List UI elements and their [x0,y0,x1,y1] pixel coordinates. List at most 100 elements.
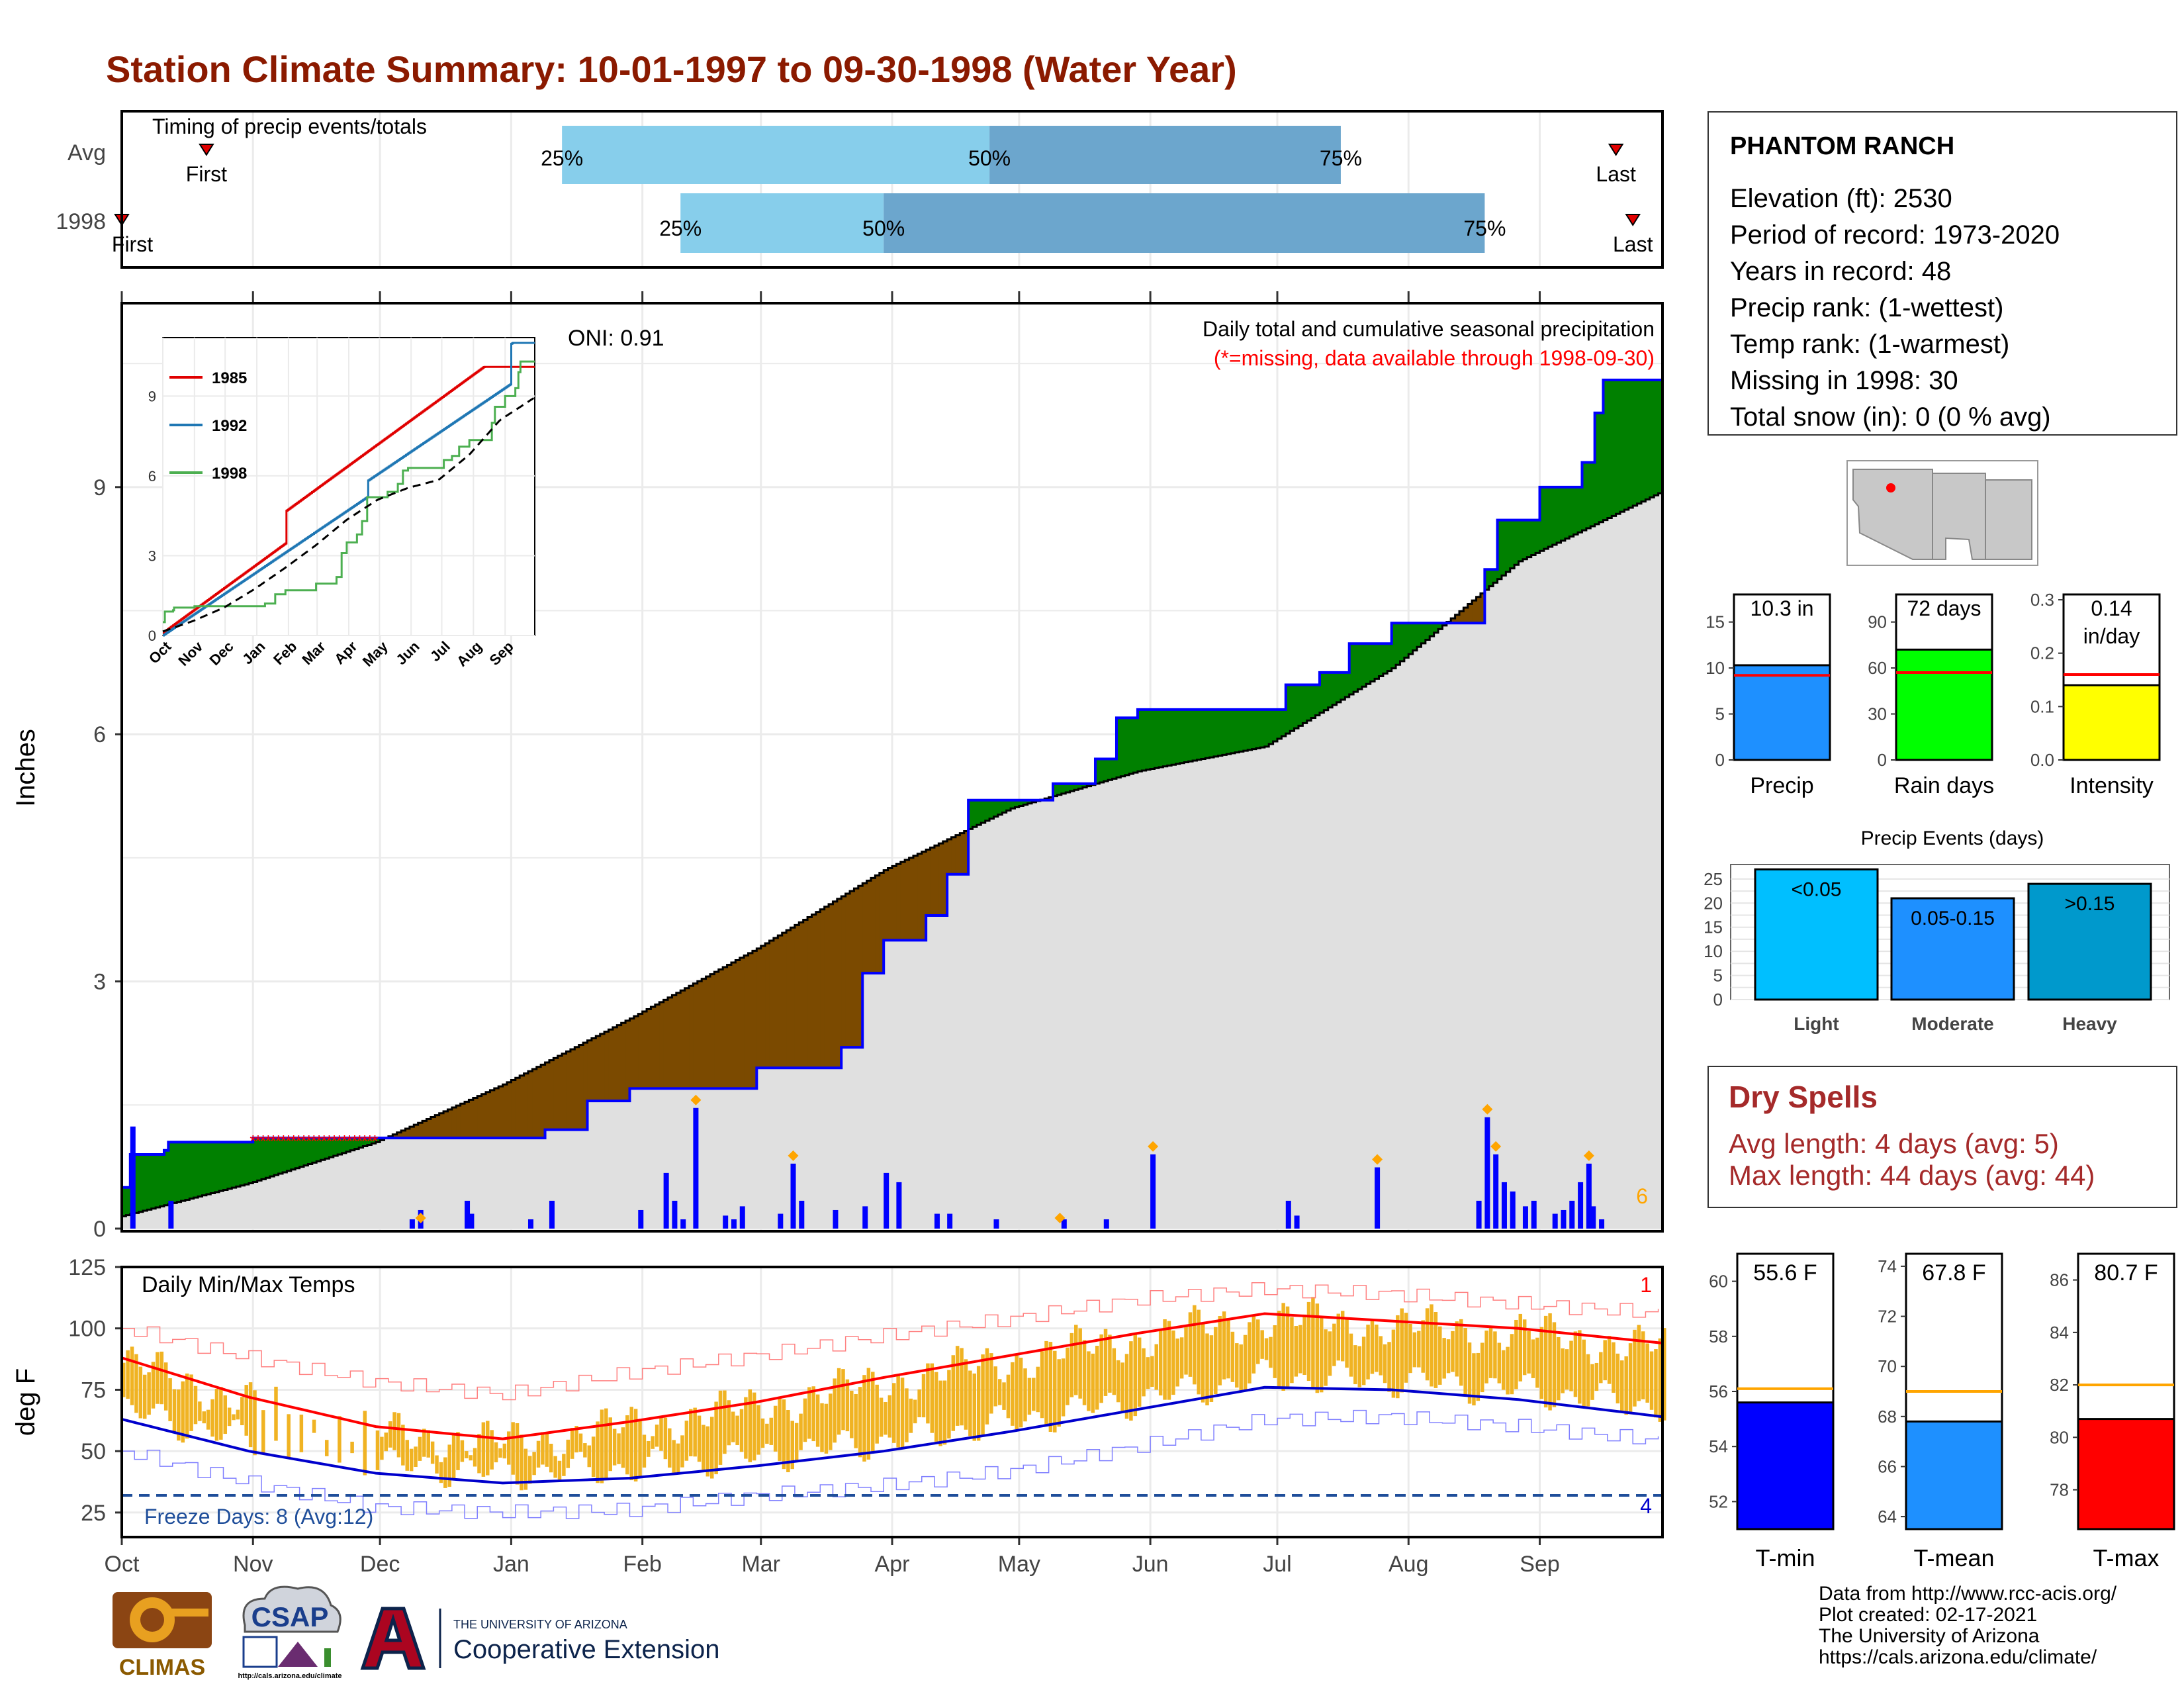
daily-precip-bar [1586,1163,1592,1229]
below-normal-fill [1480,593,1485,624]
above-normal-fill [1349,643,1354,695]
daily-temp-bar [1129,1341,1133,1421]
above-normal-fill [1391,623,1396,669]
daily-temp-bar [1582,1339,1586,1408]
daily-temp-bar [189,1374,193,1431]
daily-temp-bar [1179,1337,1184,1379]
daily-temp-bar [989,1353,993,1414]
daily-temp-bar [752,1392,756,1461]
below-normal-fill [1459,611,1465,624]
daily-temp-bar [1099,1334,1103,1403]
temp-bar-ytick-label: 66 [1878,1456,1897,1476]
summary-ytick-label: 10 [1706,658,1725,678]
daily-temp-bar [1260,1330,1264,1359]
daily-temp-bar [815,1394,820,1447]
daily-temp-bar [790,1421,795,1470]
daily-temp-bar [1349,1333,1353,1377]
daily-temp-bar [380,1436,384,1460]
above-normal-fill [1506,520,1511,573]
daily-temp-bar [1091,1353,1095,1413]
below-normal-fill [523,1073,529,1139]
daily-precip-bar [168,1200,174,1229]
above-normal-fill [1214,709,1219,757]
above-normal-fill [1095,759,1100,784]
above-normal-fill [1256,709,1261,749]
below-normal-fill [955,835,960,874]
normal-cumulative-line [122,491,1664,1217]
quartile-25-label: 25% [541,146,583,170]
daily-temp-bar [680,1435,684,1468]
daily-temp-bar [591,1436,596,1477]
above-normal-fill [1387,643,1392,671]
timing-label: Timing of precip events/totals [152,115,427,138]
missing-data-marker: * [250,1131,256,1151]
above-normal-fill [1624,380,1629,510]
below-normal-fill [527,1071,533,1139]
month-xtick-label: Apr [875,1552,910,1577]
precip-ytick-label: 9 [93,475,106,500]
daily-temp-bar [494,1442,498,1463]
daily-temp-bar [684,1421,689,1461]
precip-ytick-label: 0 [93,1217,106,1238]
daily-temp-bar [1446,1339,1451,1374]
above-normal-fill [1620,380,1625,512]
daily-temp-bar [1451,1331,1455,1372]
below-normal-fill [460,1103,465,1139]
daily-temp-bar [1573,1331,1578,1397]
above-normal-fill [1015,800,1020,808]
precip-events-title: Precip Events (days) [1861,827,2044,849]
daily-temp-bar [1048,1342,1053,1432]
daily-temp-bar [854,1393,858,1448]
inset-ytick-label: 3 [148,547,156,564]
daily-temp-bar [562,1454,566,1476]
daily-temp-bar [1328,1331,1332,1376]
above-normal-fill [1645,380,1651,500]
daily-temp-bar [1561,1348,1565,1393]
daily-temp-bar [261,1410,265,1454]
daily-temp-bar [829,1393,833,1450]
daily-temp-bar [426,1430,430,1458]
below-normal-fill [824,906,829,1068]
below-normal-fill [1455,614,1460,624]
quartile-50-label: 50% [968,146,1011,170]
above-normal-fill [1531,520,1536,555]
station-elevation: Elevation (ft): 2530 [1730,184,1952,213]
daily-temp-bar [693,1407,697,1457]
above-normal-fill [1433,623,1439,633]
above-normal-fill [1370,643,1375,682]
temp-bar-ytick-label: 84 [2050,1323,2069,1342]
daily-temp-bar [1522,1319,1527,1376]
daily-temp-bar [1404,1313,1408,1383]
record-high-count: 1 [1640,1273,1652,1297]
daily-temp-bar [507,1431,511,1465]
above-normal-fill [1336,672,1342,702]
daily-temp-bar [608,1417,612,1472]
intensity-bar [2062,684,2161,761]
daily-precip-bar [672,1200,678,1229]
below-normal-fill [752,951,757,1089]
below-normal-fill [790,927,796,1068]
below-normal-fill [566,1051,571,1130]
above-normal-fill [1417,623,1422,647]
daily-temp-bar [1543,1315,1548,1408]
first-event-label: First [186,162,227,186]
below-normal-fill [921,851,927,941]
below-normal-fill [473,1098,478,1139]
below-normal-fill [396,1132,402,1139]
above-normal-fill [1396,623,1401,665]
missing-data-marker: * [356,1131,363,1151]
dry-spells-max: Max length: 44 days (avg: 44) [1729,1160,2095,1191]
daily-temp-bar [887,1395,892,1438]
below-normal-fill [651,1006,656,1089]
daily-temp-bar [1383,1344,1387,1383]
above-normal-fill [371,1138,377,1144]
below-normal-fill [862,883,868,974]
daily-temp-bar [1425,1308,1430,1381]
above-normal-fill [976,800,981,825]
first-event-marker [199,144,214,156]
oni-label: ONI: 0.91 [568,326,664,351]
daily-temp-bar [1357,1346,1362,1387]
inset-ytick-label: 0 [148,628,156,644]
above-normal-fill [968,800,974,829]
daily-temp-bar [142,1374,147,1419]
